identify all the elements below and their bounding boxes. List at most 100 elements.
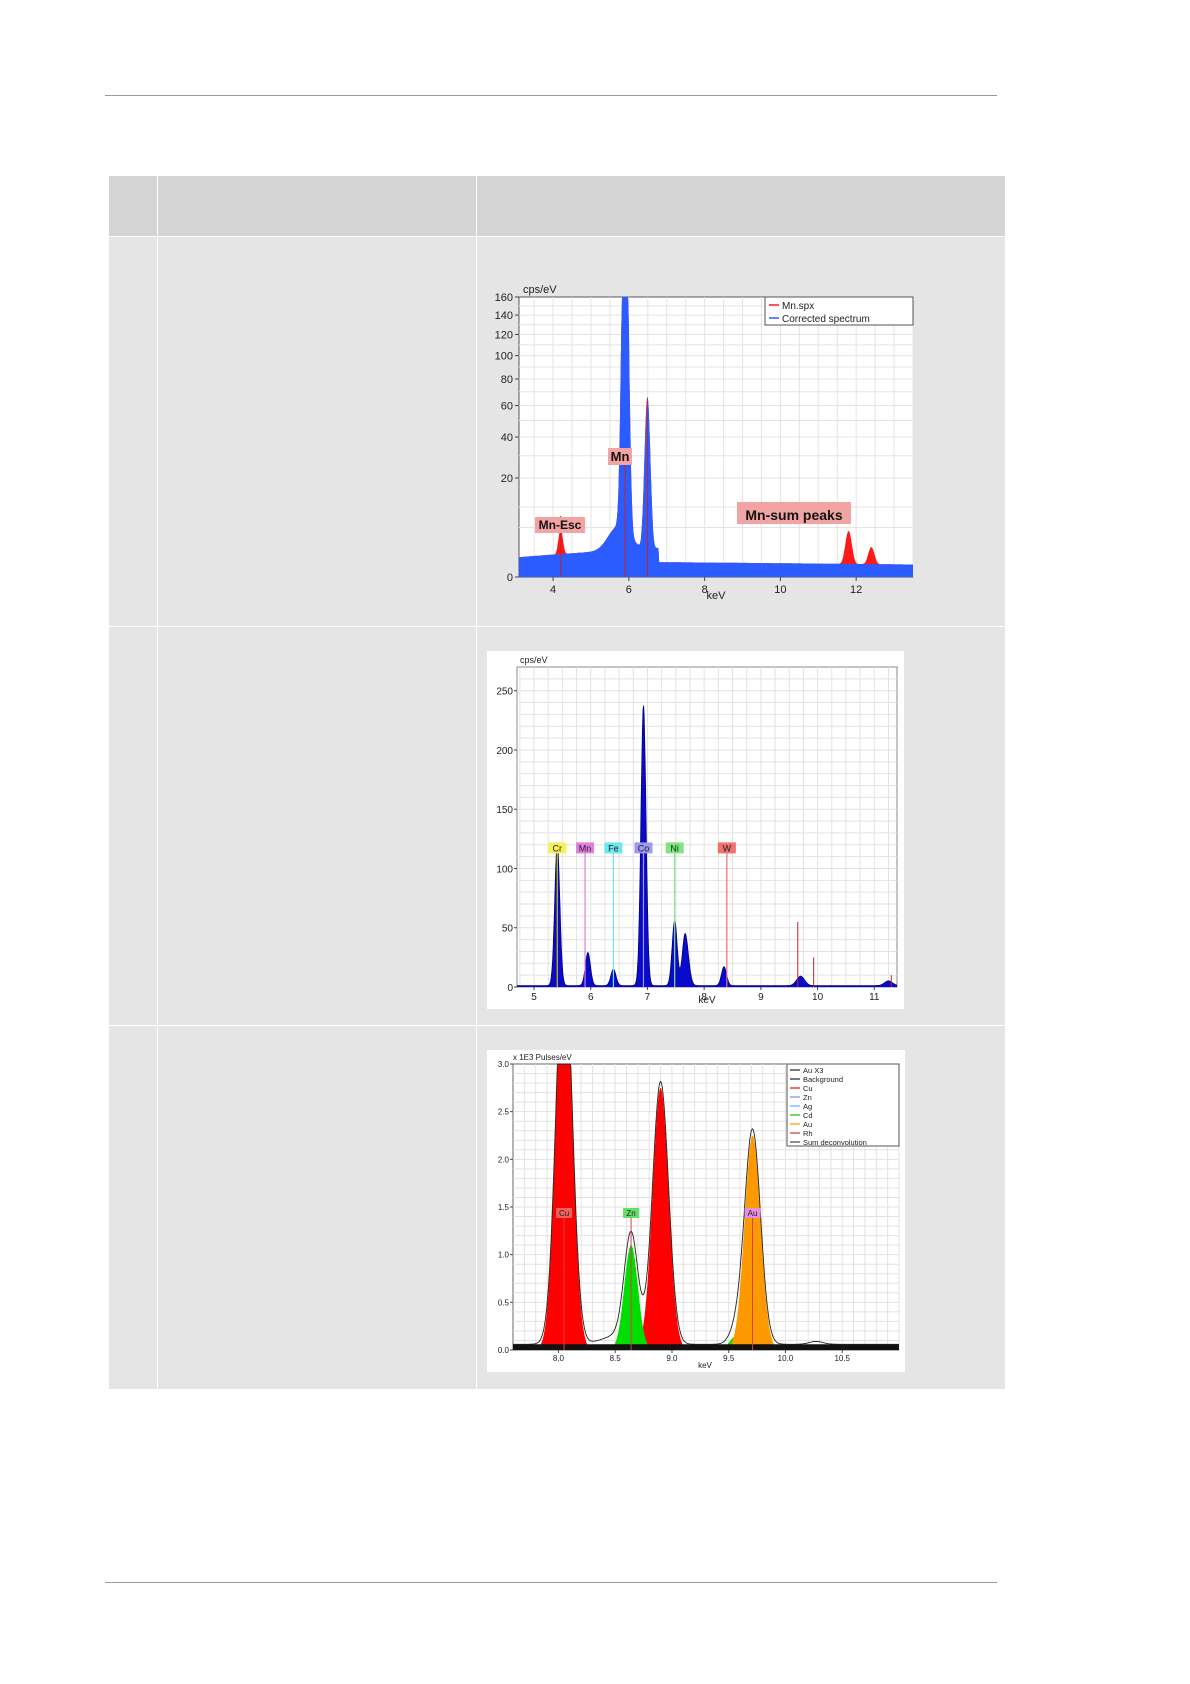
y-tick-label: 160 [495,292,513,304]
legend-label: Background [803,1075,843,1084]
x-tick-label: 7 [645,992,651,1003]
legend-box [786,1063,900,1147]
spectra-table: 0 20 40 60 80 100 120 140 160 4 6 8 10 12 cps/eV keV Mn.… [109,176,1005,1389]
row-3-figure-cell: Cu Zn Au Au X3 Background Cu Zn Ag Cd Au Rh Sum dec… [477,1026,1005,1389]
row-2-number-cell [109,627,158,1025]
x-tick-label: 8 [701,992,707,1003]
element-label: Mn [579,843,592,853]
mn-spx-series [519,297,913,577]
header-cell-1 [109,176,158,236]
element-label: W [723,843,732,853]
legend-label: Cd [803,1111,813,1120]
legend: Mn.spx Corrected spectrum [764,296,914,326]
y-tick-label: 150 [496,805,513,816]
element-label: Co [638,843,650,853]
table-row: 0 20 40 60 80 100 120 140 160 4 6 8 10 12 cps/eV keV Mn.… [109,237,1005,627]
x-tick-label: 9 [758,992,764,1003]
element-label-box [548,842,567,854]
annotation-label: Mn-sum peaks [745,507,842,523]
y-tick-label: 120 [495,330,513,342]
legend-label: Au X3 [803,1066,823,1075]
spectrum-group [519,297,913,577]
y-tick-label: 1.0 [498,1251,510,1260]
legend-label: Mn.spx [782,301,814,312]
spectrum-outline [517,705,898,986]
annotation-box [737,502,851,524]
chart2-figure: Cr Mn Fe Co Ni W 0 50 100 150 200 250 5 6 7 8 9 10 11 cps/e… [487,651,904,1009]
element-lines-chart: Cr Mn Fe Co Ni W 0 50 100 150 200 250 5 6 7 8 9 10 11 cps/e… [496,655,898,1006]
element-label: Au [748,1209,758,1218]
x-tick-label: 8 [702,584,708,596]
cu-series [513,1064,899,1350]
plot-area [516,666,898,988]
x-tick-label: 4 [550,584,556,596]
header-cell-2 [158,176,477,236]
y-axis-label: cps/eV [520,655,548,665]
table-row: Cr Mn Fe Co Ni W 0 50 100 150 200 250 5 6 7 8 9 10 11 cps/e… [109,627,1005,1026]
legend-label: Au [803,1120,812,1129]
x-axis-label: keV [698,1361,712,1370]
table-header-row [109,176,1005,237]
header-rule [105,95,997,96]
annotation-box [608,448,632,465]
y-tick-label: 100 [496,864,513,875]
element-label: Ni [670,843,679,853]
row-3-description-cell [158,1026,477,1389]
y-tick-label: 200 [496,746,513,757]
y-axis-label: x 1E3 Pulses/eV [513,1053,572,1062]
element-label-box [623,1208,640,1218]
legend-box [764,296,914,326]
y-tick-label: 250 [496,687,513,698]
x-tick-label: 5 [531,992,537,1003]
y-tick-label: 100 [495,351,513,363]
element-label: Fe [608,843,619,853]
y-tick-label: 3.0 [498,1060,510,1069]
legend-label: Corrected spectrum [782,314,870,325]
table-row: Cu Zn Au Au X3 Background Cu Zn Ag Cd Au Rh Sum dec… [109,1026,1005,1389]
x-tick-label: 9.5 [723,1354,735,1363]
y-tick-label: 0.0 [498,1346,510,1355]
y-tick-label: 60 [501,401,513,413]
row-1-number-cell [109,237,158,626]
y-tick-label: 50 [502,924,514,935]
x-tick-label: 9.0 [666,1354,678,1363]
x-tick-label: 8.5 [610,1354,622,1363]
x-tick-label: 6 [626,584,632,596]
background-series [513,1344,899,1350]
x-tick-label: 10 [812,992,824,1003]
element-label: Zn [626,1209,635,1218]
x-tick-label: 10 [774,584,786,596]
row-1-figure-cell: 0 20 40 60 80 100 120 140 160 4 6 8 10 12 cps/eV keV Mn.… [477,237,1005,626]
element-label-box [576,842,595,854]
element-label-box [556,1208,573,1218]
y-tick-label: 40 [501,432,513,444]
annotation-label: Mn-Esc [539,518,582,532]
y-tick-label: 2.0 [498,1155,510,1164]
legend-label: Cu [803,1084,813,1093]
element-label-box [634,842,653,854]
sum-deconvolution-series [513,1063,899,1345]
mn-sum-peaks-chart: 0 20 40 60 80 100 120 140 160 4 6 8 10 12 cps/eV keV Mn.… [495,284,914,602]
element-label: Cu [559,1209,569,1218]
annotation-box [535,517,585,533]
chart3-figure: Cu Zn Au Au X3 Background Cu Zn Ag Cd Au Rh Sum dec… [487,1050,905,1372]
y-tick-label: 0 [507,983,513,994]
y-tick-label: 1.5 [498,1203,510,1212]
footer-rule [105,1582,997,1583]
row-1-description-cell [158,237,477,626]
y-tick-label: 0 [507,572,513,584]
x-tick-label: 10.5 [834,1354,850,1363]
element-label-box [604,842,623,854]
y-tick-label: 80 [501,374,513,386]
x-tick-label: 8.0 [553,1354,565,1363]
row-2-figure-cell: Cr Mn Fe Co Ni W 0 50 100 150 200 250 5 6 7 8 9 10 11 cps/e… [477,627,1005,1025]
x-tick-label: 10.0 [778,1354,794,1363]
x-axis-label: keV [698,995,716,1006]
y-tick-label: 20 [501,473,513,485]
element-label-box [717,842,736,854]
x-axis-label: keV [707,590,727,602]
y-tick-label: 0.5 [498,1298,510,1307]
element-label-box [665,842,684,854]
